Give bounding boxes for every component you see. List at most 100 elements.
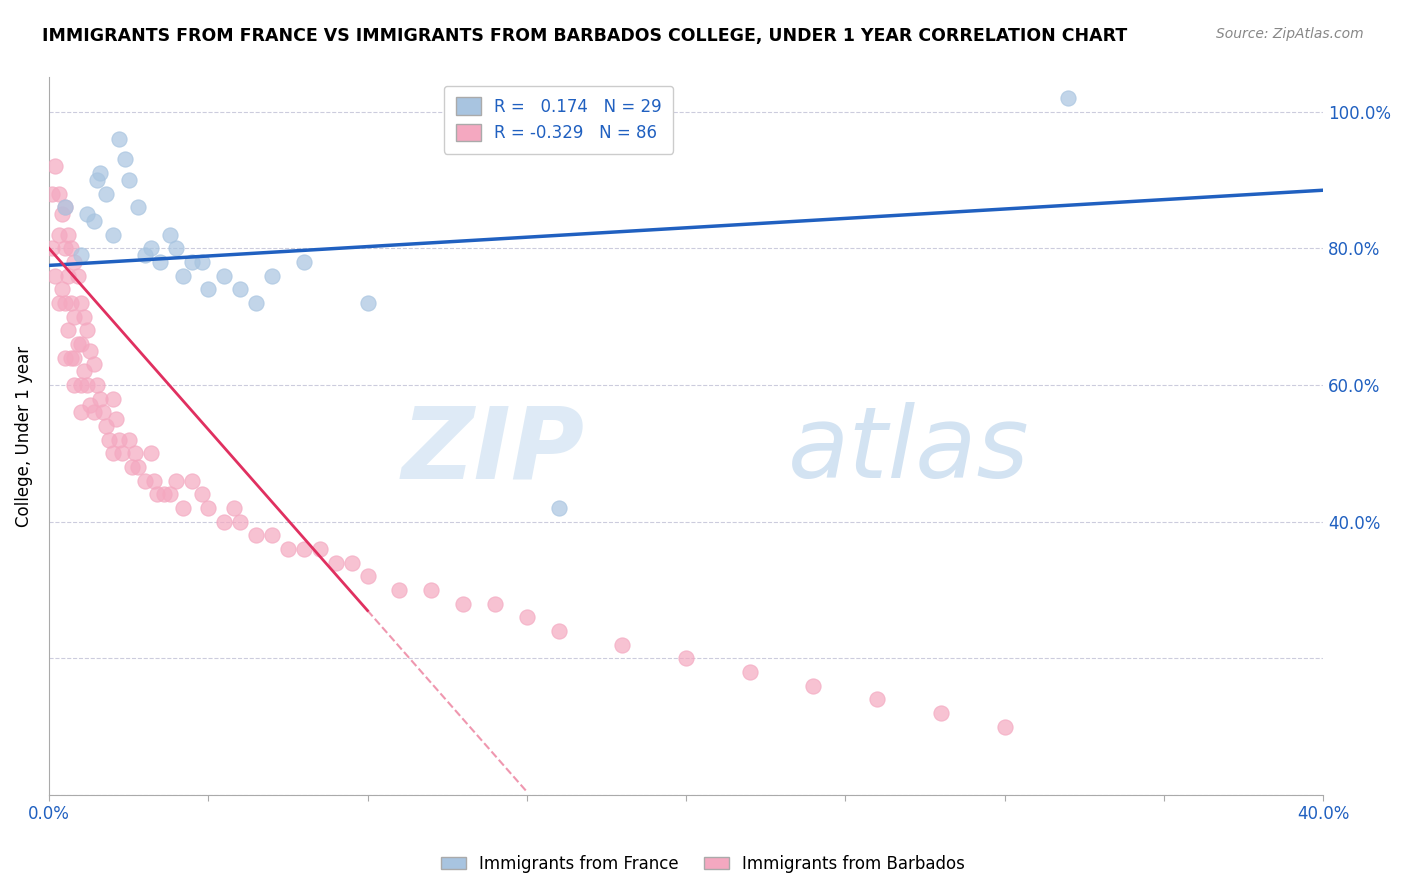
Point [1057,91,1080,105]
Point [63,310,86,324]
Point [356,296,378,310]
Point [117,173,139,187]
Point [181,474,204,488]
Point [89,392,111,406]
Point [63,255,86,269]
Point [60,351,83,365]
Point [48,296,70,310]
Point [91,405,114,419]
Point [127,460,149,475]
Point [96,419,118,434]
Point [165,241,187,255]
Point [76,378,98,392]
Point [245,296,267,310]
Point [245,528,267,542]
Point [101,227,124,242]
Point [79,343,101,358]
Point [994,720,1017,734]
Point [547,624,569,638]
Point [139,446,162,460]
Point [48,227,70,242]
Point [803,679,825,693]
Legend: R =   0.174   N = 29, R = -0.329   N = 86: R = 0.174 N = 29, R = -0.329 N = 86 [444,86,673,153]
Point [101,446,124,460]
Text: Source: ZipAtlas.com: Source: ZipAtlas.com [1216,27,1364,41]
Point [260,528,283,542]
Point [292,255,315,269]
Point [104,412,127,426]
Point [51,207,73,221]
Point [60,296,83,310]
Point [76,207,98,221]
Point [41,241,63,255]
Point [675,651,697,665]
Point [53,200,76,214]
Point [134,248,156,262]
Point [96,186,118,201]
Point [172,501,194,516]
Point [197,282,219,296]
Point [139,241,162,255]
Point [108,433,131,447]
Point [197,501,219,516]
Point [101,392,124,406]
Point [111,446,134,460]
Point [69,296,91,310]
Point [73,364,96,378]
Point [117,433,139,447]
Point [866,692,889,706]
Point [44,159,66,173]
Point [53,200,76,214]
Point [356,569,378,583]
Point [516,610,538,624]
Point [56,323,79,337]
Point [114,153,136,167]
Point [127,200,149,214]
Point [181,255,204,269]
Point [212,268,235,283]
Point [69,378,91,392]
Point [212,515,235,529]
Text: atlas: atlas [787,402,1029,500]
Point [86,378,108,392]
Point [83,358,105,372]
Point [83,214,105,228]
Point [547,501,569,516]
Point [388,582,411,597]
Point [69,248,91,262]
Point [159,487,181,501]
Point [79,399,101,413]
Point [929,706,952,720]
Point [292,541,315,556]
Point [340,556,363,570]
Point [612,638,634,652]
Point [260,268,283,283]
Point [143,474,166,488]
Point [69,337,91,351]
Y-axis label: College, Under 1 year: College, Under 1 year [15,346,32,527]
Point [124,446,146,460]
Text: ZIP: ZIP [401,402,583,500]
Point [149,255,172,269]
Point [165,474,187,488]
Point [53,241,76,255]
Point [229,515,252,529]
Point [191,487,214,501]
Point [222,501,245,516]
Point [98,433,121,447]
Point [152,487,174,501]
Point [108,132,131,146]
Point [89,166,111,180]
Point [53,296,76,310]
Point [134,474,156,488]
Point [53,351,76,365]
Point [63,378,86,392]
Point [420,582,443,597]
Point [83,405,105,419]
Point [73,310,96,324]
Point [277,541,299,556]
Point [63,351,86,365]
Point [325,556,347,570]
Point [69,405,91,419]
Point [60,241,83,255]
